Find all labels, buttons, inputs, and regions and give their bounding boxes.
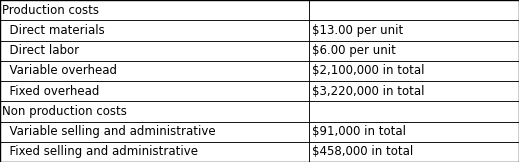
- Bar: [0, 122, 309, 142]
- Bar: [0, 20, 309, 40]
- Bar: [0, 61, 309, 81]
- Bar: [309, 0, 519, 20]
- Text: $13.00 per unit: $13.00 per unit: [312, 24, 403, 37]
- Text: $91,000 in total: $91,000 in total: [312, 125, 406, 138]
- Text: Production costs: Production costs: [2, 4, 99, 17]
- Text: Fixed overhead: Fixed overhead: [2, 85, 100, 98]
- Bar: [309, 40, 519, 61]
- Text: $6.00 per unit: $6.00 per unit: [312, 44, 396, 57]
- Bar: [309, 20, 519, 40]
- Bar: [0, 81, 309, 101]
- Text: Variable overhead: Variable overhead: [2, 64, 117, 77]
- Text: Direct materials: Direct materials: [2, 24, 105, 37]
- Text: $458,000 in total: $458,000 in total: [312, 145, 413, 158]
- Bar: [309, 101, 519, 122]
- Text: $2,100,000 in total: $2,100,000 in total: [312, 64, 425, 77]
- Bar: [309, 81, 519, 101]
- Bar: [0, 0, 309, 20]
- Text: Direct labor: Direct labor: [2, 44, 79, 57]
- Bar: [0, 40, 309, 61]
- Text: Variable selling and administrative: Variable selling and administrative: [2, 125, 216, 138]
- Text: Non production costs: Non production costs: [2, 105, 127, 118]
- Bar: [309, 61, 519, 81]
- Bar: [309, 122, 519, 142]
- Bar: [0, 101, 309, 122]
- Bar: [309, 142, 519, 162]
- Text: Fixed selling and administrative: Fixed selling and administrative: [2, 145, 198, 158]
- Text: $3,220,000 in total: $3,220,000 in total: [312, 85, 425, 98]
- Bar: [0, 142, 309, 162]
